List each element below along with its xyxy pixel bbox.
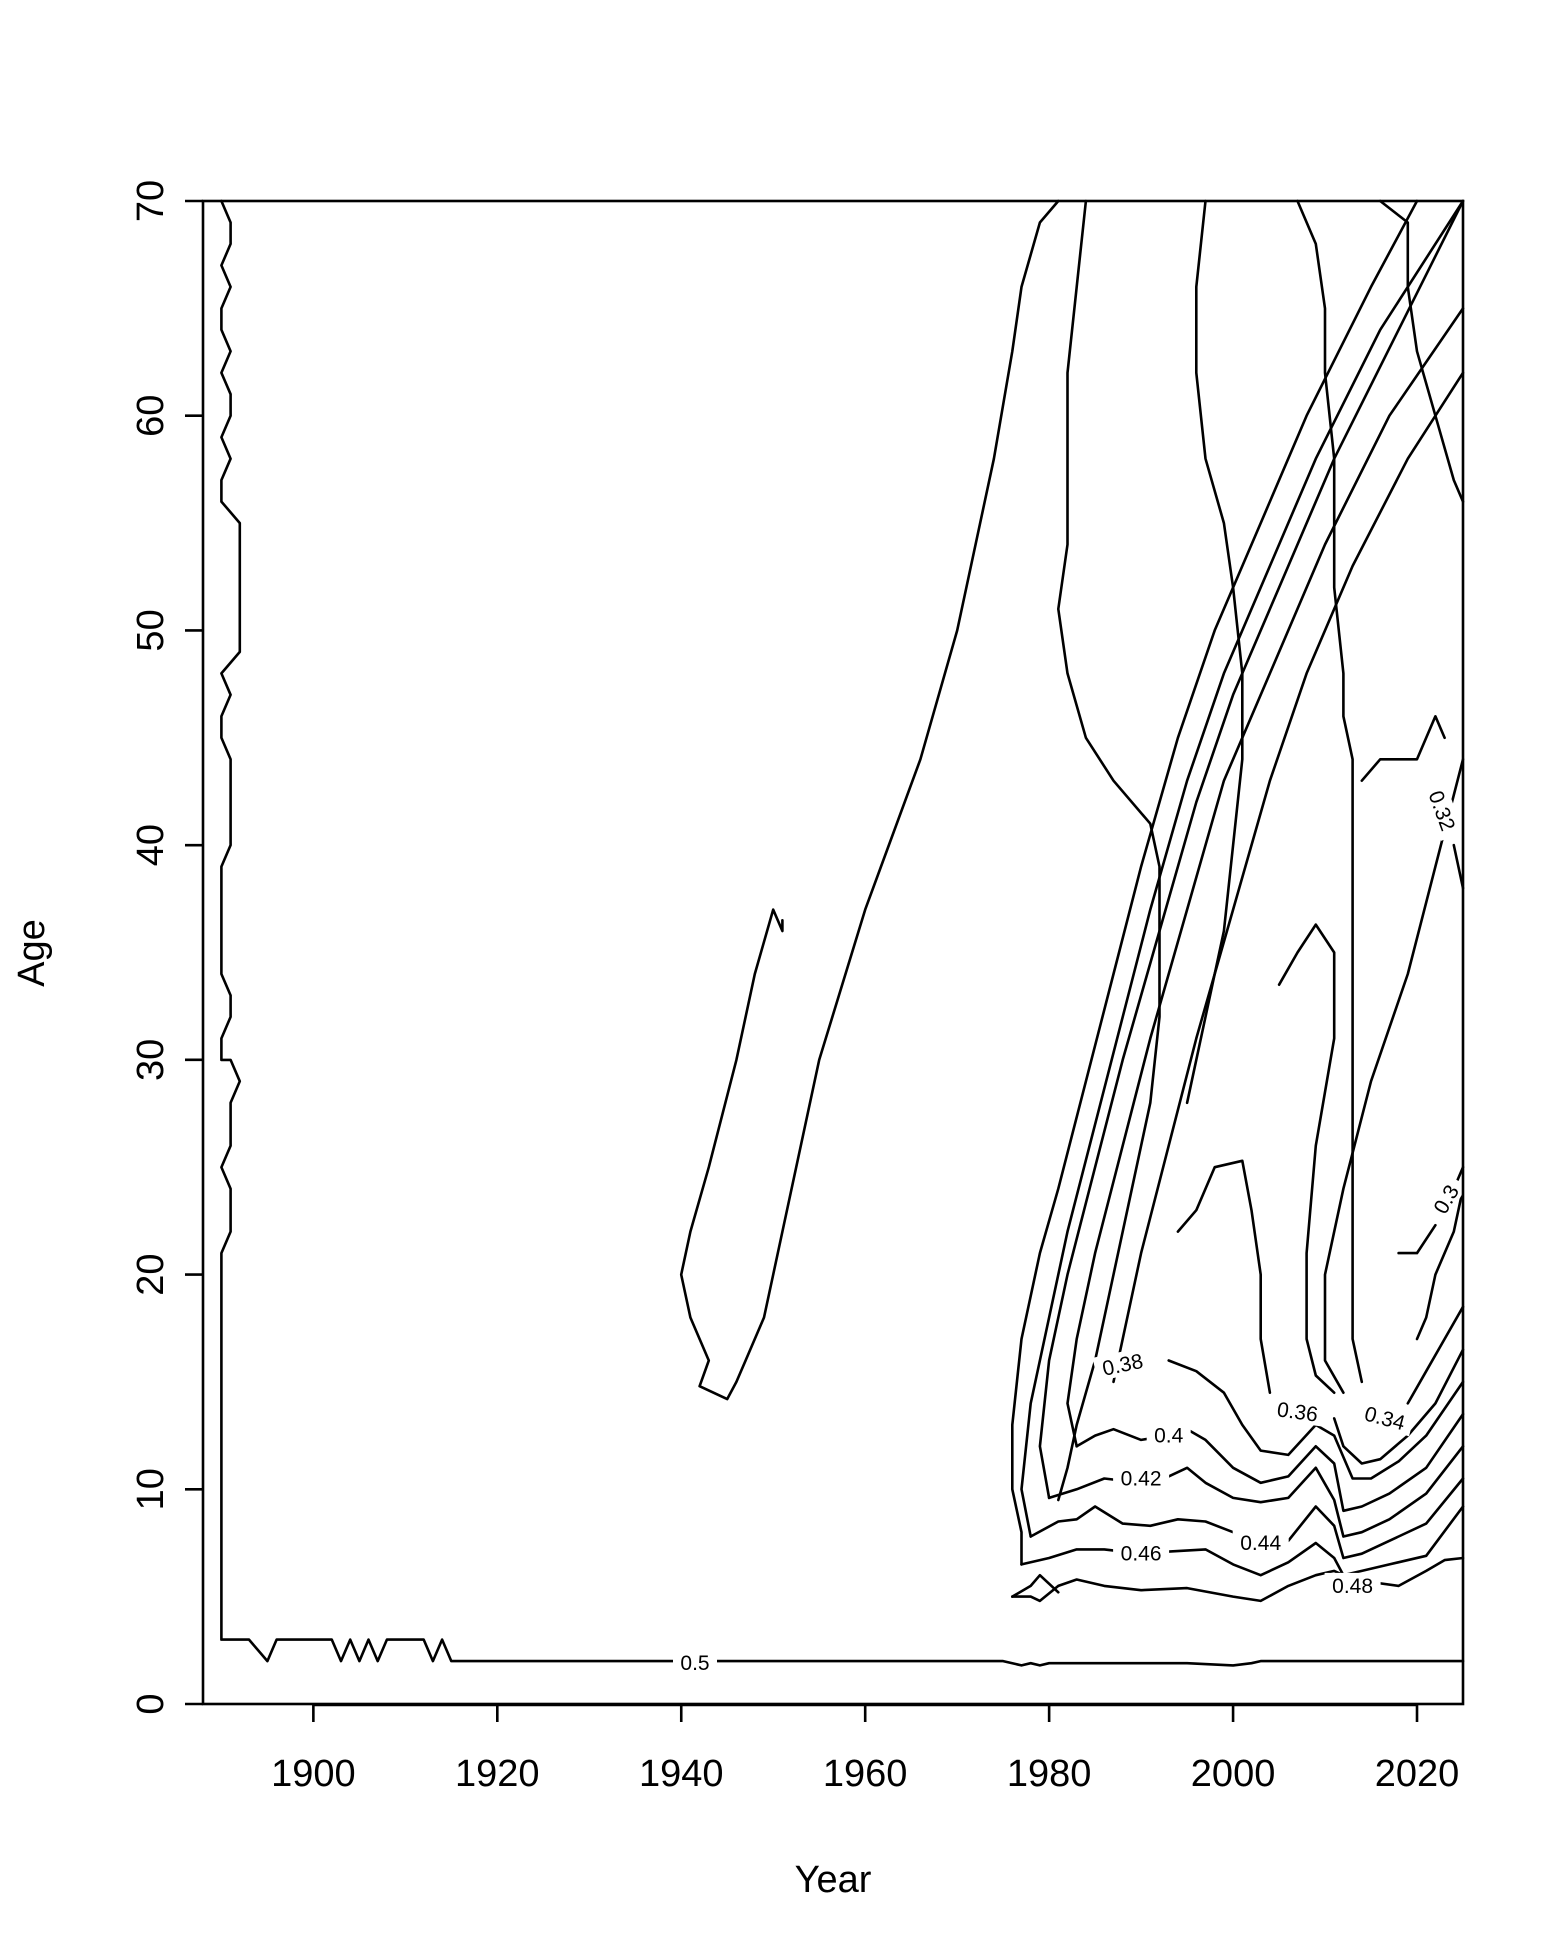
contour-label-bg [1113, 1465, 1170, 1490]
x-tick-label: 1960 [823, 1753, 908, 1795]
contour-label-bg [673, 1650, 717, 1675]
contour-line-0_48-0 [679, 199, 1060, 1401]
x-tick-label: 1900 [271, 1753, 356, 1795]
contour-line-0_32-1 [1452, 843, 1465, 890]
contour-line-0_5-0 [220, 199, 1465, 1667]
contour-label-bg [1424, 1173, 1467, 1224]
contour-line-0_44-1 [1020, 199, 1465, 1538]
y-axis: 0 10 20 30 40 50 60 70 [130, 180, 203, 1715]
contour-line-0_3-0 [1397, 1223, 1437, 1255]
contour-line-0_34-1 [1406, 1305, 1465, 1405]
x-tick-label: 2000 [1191, 1753, 1276, 1795]
contour-line-0_34-0 [1323, 757, 1465, 1394]
x-axis: 1900 1920 1940 1960 1980 2000 2020 [271, 1703, 1460, 1795]
contour-label: 0.44 [1240, 1532, 1281, 1555]
contour-line-0_4-0 [1075, 1412, 1465, 1513]
contour-label-bg [1324, 1572, 1381, 1597]
y-tick-label: 30 [130, 1039, 172, 1081]
contour-label-bg [1421, 780, 1464, 841]
contour-label: 0.36 [1276, 1398, 1320, 1426]
y-tick-label: 0 [130, 1693, 172, 1714]
y-tick-label: 70 [130, 180, 172, 222]
x-tick-label: 2020 [1375, 1753, 1460, 1795]
contour-line-0_36-0 [1176, 1159, 1272, 1394]
contour-line-unlabeled-2 [1296, 199, 1364, 1384]
contour-label-bg [1146, 1422, 1191, 1447]
contour-label: 0.34 [1362, 1402, 1408, 1435]
contour-label: 0.5 [680, 1652, 709, 1675]
contour-label: 0.42 [1121, 1468, 1162, 1491]
contour-line-0_32-0 [1360, 714, 1446, 783]
contour-label: 0.4 [1154, 1425, 1184, 1448]
contour-line-0_38-0 [1112, 371, 1465, 1384]
x-tick-label: 1920 [455, 1753, 540, 1795]
x-axis-title: Year [795, 1859, 872, 1901]
contour-label-bg [1092, 1346, 1153, 1382]
contour-labels: 0.50.480.46 0.440.420.40.380.36 0.340.320.… [673, 780, 1467, 1675]
y-tick-label: 40 [130, 824, 172, 866]
x-tick-label: 1940 [639, 1753, 724, 1795]
contour-label-bg [1268, 1395, 1328, 1427]
contour-line-0_4-1 [1066, 307, 1465, 1448]
contour-label-bg [1232, 1530, 1289, 1554]
contour-line-0_36-2 [1277, 923, 1336, 1394]
contour-line-0_48-2 [1010, 1573, 1060, 1598]
y-tick-label: 60 [130, 395, 172, 437]
contour-line-0_48-1 [1010, 1556, 1465, 1603]
contour-label: 0.38 [1100, 1350, 1145, 1381]
contour-line-0_46-1 [1010, 199, 1419, 1566]
contour-line-0_46-0 [1020, 1505, 1465, 1577]
contour-label-bg [1354, 1398, 1416, 1437]
y-tick-label: 50 [130, 609, 172, 651]
y-tick-label: 20 [130, 1253, 172, 1295]
contour-line-0_36-1 [1332, 1348, 1465, 1465]
contour-line-unlabeled-0 [1057, 199, 1161, 1502]
x-tick-label: 1980 [1007, 1753, 1092, 1795]
contour-lines [220, 199, 1465, 1667]
contour-line-unlabeled-3 [1378, 199, 1465, 503]
y-axis-title: Age [11, 919, 53, 987]
contour-line-0_32-2 [1415, 1187, 1465, 1341]
contour-label: 0.48 [1332, 1575, 1373, 1598]
contour-label-bg [1113, 1540, 1170, 1565]
contour-label: 0.46 [1121, 1543, 1162, 1566]
y-tick-label: 10 [130, 1468, 172, 1510]
contour-line-unlabeled-1 [1185, 199, 1244, 1105]
